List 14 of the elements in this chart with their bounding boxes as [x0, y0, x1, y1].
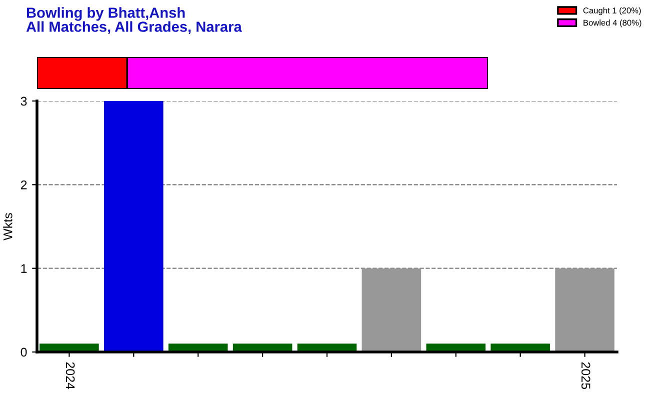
chart-subtitle: All Matches, All Grades, Narara [26, 21, 242, 34]
x-tick-label: 2025 [581, 362, 590, 390]
y-tick-label: 2 [20, 180, 27, 190]
bar [362, 268, 422, 352]
y-tick-label: 3 [20, 96, 27, 106]
y-axis-title: Wkts [3, 213, 12, 240]
chart-title: Bowling by Bhatt,Ansh [26, 7, 185, 21]
legend-label: Caught 1 (20%) [583, 7, 641, 16]
x-tick-label: 2024 [66, 362, 75, 390]
y-tick-label: 0 [20, 348, 27, 357]
bar [555, 268, 614, 352]
legend-label: Bowled 4 (80%) [584, 20, 642, 28]
bar [104, 101, 164, 352]
y-tick-label: 1 [21, 264, 27, 273]
